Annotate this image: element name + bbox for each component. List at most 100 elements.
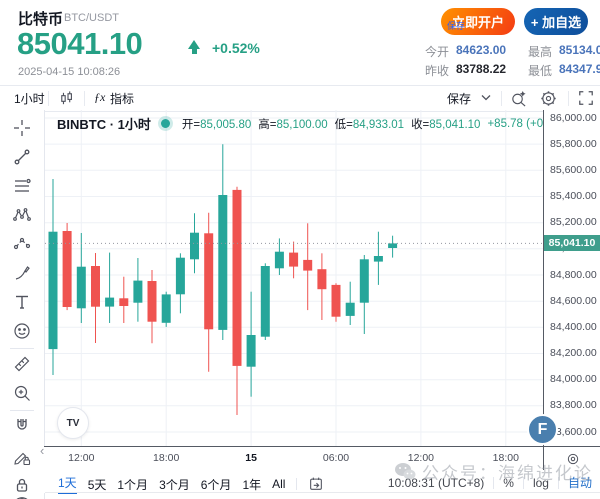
- legend-high-label: 高=: [258, 118, 277, 131]
- range-selector: 1天 5天 1个月 3个月 6个月 1年 All: [58, 474, 324, 494]
- price-change-percent: +0.52%: [212, 40, 260, 56]
- percent-scale-button[interactable]: %: [503, 475, 514, 490]
- price-tick-label: 84,800.00: [550, 268, 597, 281]
- xabcd-pattern-icon[interactable]: [13, 206, 31, 224]
- symbol-name: 比特币: [18, 11, 64, 28]
- trend-line-icon[interactable]: [13, 148, 31, 166]
- footer-separator: [557, 476, 559, 489]
- text-tool-icon[interactable]: [13, 293, 31, 311]
- range-3m[interactable]: 3个月: [159, 477, 190, 492]
- current-price-tag: 85,041.10: [544, 235, 600, 252]
- quote-timestamp: 2025-04-15 10:08:26: [18, 66, 121, 78]
- settings-gear-icon[interactable]: [540, 90, 557, 107]
- axis-gear-icon: [567, 453, 578, 465]
- legend-low-value: 84,933.01: [352, 118, 405, 131]
- price-tick-label: 85,400.00: [550, 190, 597, 202]
- footer-separator: [522, 476, 524, 489]
- save-tooltip: 保存: [447, 21, 466, 31]
- fx-icon[interactable]: ƒx: [94, 90, 106, 104]
- drawing-toolbar: [0, 110, 45, 499]
- hide-drawings-icon[interactable]: [13, 492, 31, 499]
- footer-right-controls: 10:08:31 (UTC+8) % log 自动: [388, 474, 592, 491]
- series-status-dot-icon: [160, 119, 170, 128]
- indicators-button[interactable]: 指标: [110, 92, 135, 106]
- toolbar-divider: [10, 410, 34, 411]
- quick-search-icon[interactable]: [510, 90, 527, 107]
- axis-settings-corner[interactable]: [543, 447, 600, 471]
- time-tick-label: 18:00: [492, 452, 519, 464]
- emoji-icon[interactable]: [13, 322, 31, 340]
- time-axis[interactable]: 12:00 18:00 15 06:00 12:00 18:00: [44, 446, 600, 471]
- price-tick-label: 85,200.00: [550, 216, 597, 229]
- stat-open-label: 今开: [425, 45, 450, 59]
- price-axis[interactable]: 85,041.10 86,000.00 85,800.00 85,600.00 85,…: [543, 110, 600, 446]
- time-tick-label: 06:00: [322, 452, 350, 464]
- auto-scale-button[interactable]: 自动: [567, 476, 592, 490]
- price-tick-label: 84,600.00: [550, 294, 597, 307]
- range-1d[interactable]: 1天: [58, 474, 77, 494]
- chevron-down-icon[interactable]: [481, 94, 491, 101]
- clock-label[interactable]: 10:08:31 (UTC+8): [387, 475, 485, 490]
- legend-high-value: 85,100.00: [276, 118, 328, 131]
- page-bottom-divider: [45, 492, 600, 493]
- current-price: 85041.10: [17, 26, 143, 61]
- magnet-icon[interactable]: [13, 416, 31, 434]
- price-up-arrow-icon: [188, 40, 200, 54]
- zoom-in-icon[interactable]: [13, 384, 31, 402]
- legend-open-label: 开=: [181, 118, 201, 131]
- price-tick-label: 86,000.00: [550, 111, 597, 124]
- range-5d[interactable]: 5天: [87, 477, 107, 492]
- price-tick-label: 85,800.00: [550, 137, 597, 150]
- tradingview-logo[interactable]: TV: [57, 407, 89, 439]
- legend-open-value: 85,005.80: [200, 118, 252, 131]
- time-tick-label: 12:00: [68, 452, 95, 464]
- stat-high-value: 85134.00: [559, 43, 600, 57]
- range-all[interactable]: All: [272, 477, 286, 491]
- toolbar-separator: [501, 91, 502, 106]
- crosshair-icon[interactable]: [13, 119, 31, 137]
- save-button[interactable]: 保存: [447, 92, 472, 106]
- legend-series-title[interactable]: BINBTC · 1小时: [57, 117, 151, 132]
- price-tick-label: 84,000.00: [550, 373, 597, 386]
- stat-prevclose-label: 昨收: [425, 64, 450, 78]
- candlestick-chart[interactable]: [45, 110, 543, 446]
- collapse-toolbar-arrow-icon[interactable]: ‹: [40, 443, 45, 458]
- stat-low-value: 84347.98: [559, 62, 600, 76]
- chart-legend: BINBTC · 1小时 开=85,005.80 高=85,100.00 低=8…: [57, 114, 573, 133]
- legend-close-value: 85,041.10: [429, 118, 481, 131]
- stat-open-value: 84623.00: [456, 43, 507, 57]
- brush-icon[interactable]: [13, 264, 31, 282]
- log-scale-button[interactable]: log: [532, 475, 549, 490]
- price-tick-label: 84,200.00: [550, 347, 597, 359]
- footer-separator: [493, 476, 495, 489]
- toolbar-divider: [10, 348, 34, 349]
- ruler-icon[interactable]: [13, 355, 31, 373]
- open-account-button[interactable]: 立即开户: [441, 8, 515, 35]
- stat-low-label: 最低: [528, 64, 553, 78]
- forecast-icon[interactable]: [13, 235, 31, 253]
- price-tick-label: 83,800.00: [550, 399, 597, 412]
- range-1y[interactable]: 1年: [242, 477, 262, 492]
- stat-prevclose-value: 83788.22: [456, 62, 507, 76]
- candle-style-icon[interactable]: [58, 90, 75, 107]
- toolbar-separator: [48, 91, 49, 106]
- toolbar-separator: [84, 91, 85, 106]
- legend-low-label: 低=: [334, 118, 353, 131]
- fullscreen-icon[interactable]: [578, 90, 594, 106]
- interval-button[interactable]: 1小时: [14, 92, 45, 106]
- draw-lock-icon[interactable]: [13, 448, 31, 466]
- time-tick-label: 18:00: [153, 452, 180, 464]
- time-tick-label: 15: [245, 452, 257, 464]
- stat-high-label: 最高: [528, 45, 553, 59]
- price-tick-label: 84,400.00: [550, 320, 597, 333]
- price-tick-label: 83,600.00: [550, 425, 597, 438]
- range-1m[interactable]: 1个月: [117, 477, 149, 492]
- footer-separator: [296, 478, 298, 490]
- go-to-date-icon[interactable]: [308, 476, 324, 492]
- lock-all-icon[interactable]: [13, 476, 31, 494]
- broker-f-logo: F: [527, 414, 558, 445]
- add-watchlist-button[interactable]: + 加自选: [524, 8, 588, 35]
- fib-lines-icon[interactable]: [13, 177, 31, 195]
- range-6m[interactable]: 6个月: [200, 477, 232, 492]
